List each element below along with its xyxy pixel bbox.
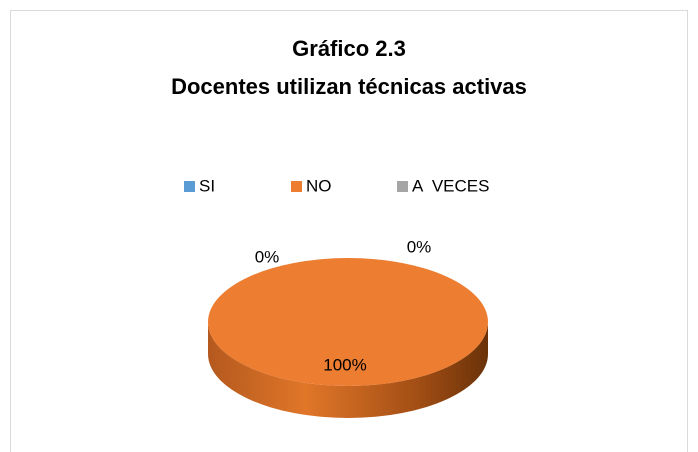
legend-label: NO bbox=[306, 176, 332, 195]
chart-title: Docentes utilizan técnicas activas bbox=[171, 74, 527, 99]
data-label: 0% bbox=[407, 237, 432, 256]
legend-label: A VECES bbox=[412, 176, 489, 195]
data-label: 100% bbox=[323, 355, 366, 374]
data-label: 0% bbox=[255, 247, 280, 266]
legend-swatch bbox=[397, 181, 408, 192]
legend-label: SI bbox=[199, 176, 215, 195]
chart-title: Gráfico 2.3 bbox=[292, 36, 406, 61]
pie-slice-side bbox=[208, 322, 488, 418]
legend-swatch bbox=[184, 181, 195, 192]
legend-swatch bbox=[291, 181, 302, 192]
pie-slice bbox=[208, 258, 488, 386]
